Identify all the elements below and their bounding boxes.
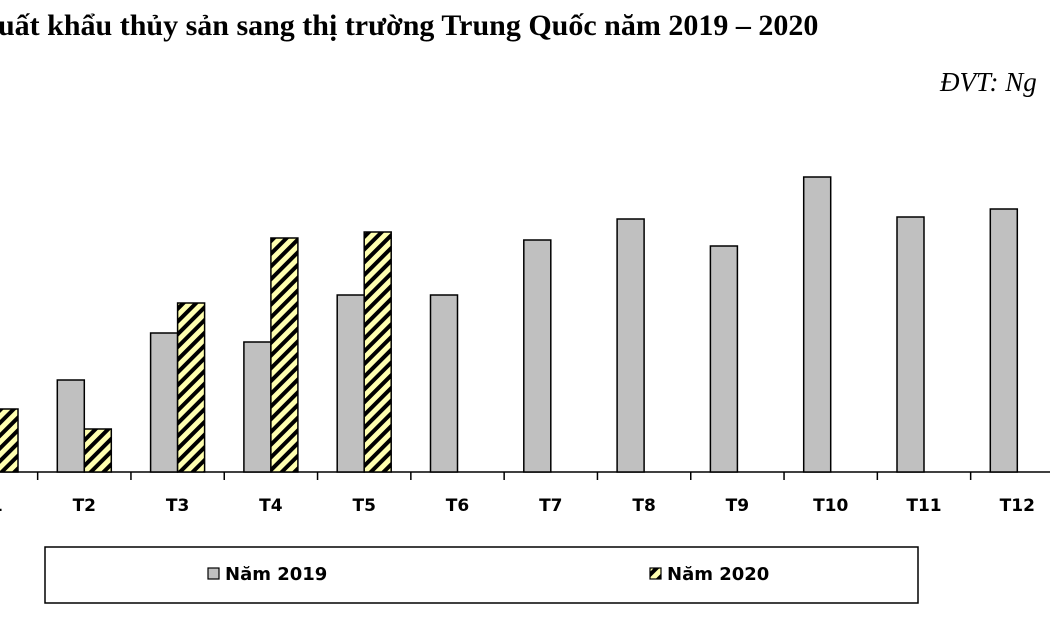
bar [83,428,113,473]
x-tick-label: T3 [166,496,189,516]
x-tick-label: T10 [813,496,848,516]
x-tick-label: T12 [1000,496,1035,516]
bar [336,294,365,473]
bar [616,218,645,473]
bar [0,408,19,473]
bar [176,302,206,473]
legend-box [44,546,919,604]
bar [523,239,552,473]
bar [363,231,392,473]
bar [896,216,925,473]
x-tick-label: T8 [632,496,655,516]
bar [243,341,272,473]
bar [802,176,832,473]
x-tick-label: T2 [73,496,96,516]
legend-label: Năm 2019 [225,564,327,585]
x-tick-label: T5 [352,496,375,516]
bar [989,208,1019,473]
bar [56,379,86,473]
legend-swatch [207,567,220,580]
legend-swatch [649,567,662,580]
x-tick-label: T6 [446,496,469,516]
x-tick-label: T11 [906,496,941,516]
unit-label: ĐVT: Ng [939,67,1037,97]
x-tick-label: T9 [726,496,749,516]
bar [270,237,299,473]
x-tick-label: T1 [0,496,3,516]
x-tick-label: T7 [539,496,562,516]
chart-title: uất khẩu thủy sản sang thị trường Trung … [0,9,818,42]
bar [429,294,459,473]
x-tick-label: T4 [259,496,283,516]
bar [149,332,179,473]
bar [709,245,739,473]
legend-label: Năm 2020 [667,564,769,585]
